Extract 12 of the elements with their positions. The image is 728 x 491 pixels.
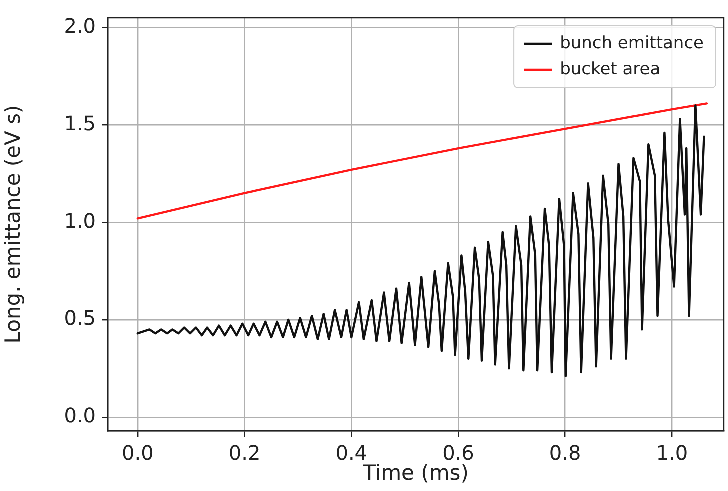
legend-label: bucket area bbox=[560, 59, 661, 80]
x-tick-label: 1.0 bbox=[656, 441, 688, 466]
y-tick-label: 0.5 bbox=[64, 306, 96, 330]
y-axis-title: Long. emittance (eV s) bbox=[1, 105, 26, 344]
x-tick-label: 0.8 bbox=[549, 441, 582, 466]
y-tick-label: 2.0 bbox=[64, 14, 96, 38]
x-tick-label: 0.0 bbox=[122, 441, 154, 466]
y-tick-label: 0.0 bbox=[64, 404, 96, 428]
x-tick-label: 0.2 bbox=[228, 441, 261, 466]
y-tick-label: 1.5 bbox=[64, 111, 96, 136]
y-tick-label: 1.0 bbox=[64, 208, 96, 233]
legend-label: bunch emittance bbox=[560, 33, 704, 54]
